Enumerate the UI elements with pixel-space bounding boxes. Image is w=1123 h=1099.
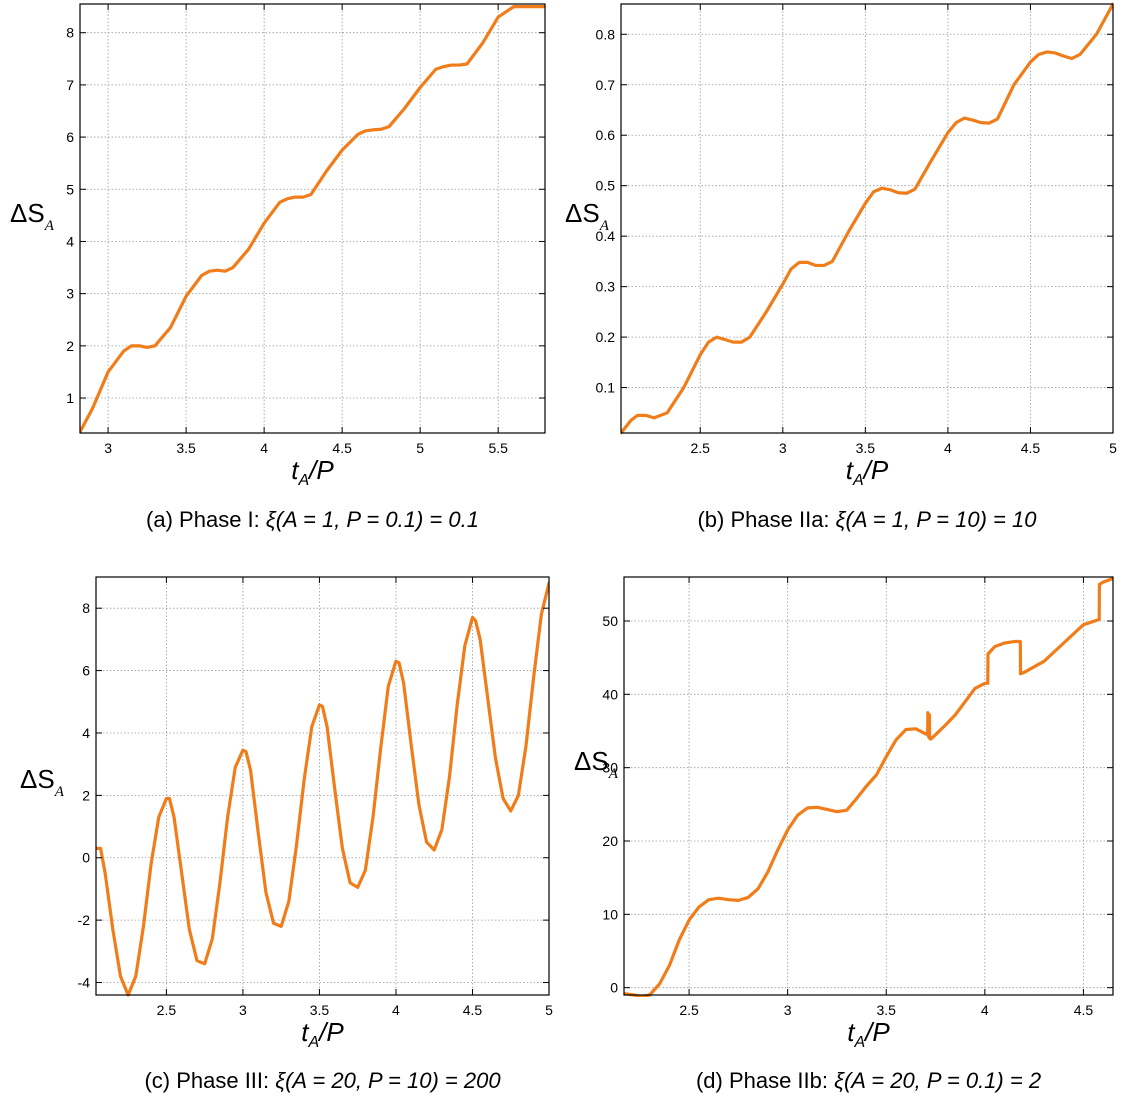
panel-caption: (b) Phase IIa: ξ(A = 1, P = 10) = 10	[697, 507, 1037, 532]
x-tick-label: 4.5	[1021, 440, 1041, 456]
y-tick-label: 6	[66, 129, 74, 145]
plot-area	[80, 4, 545, 433]
x-tick-label: 4	[260, 440, 268, 456]
y-tick-label: 0.3	[596, 279, 616, 295]
x-tick-label: 2.5	[679, 1002, 699, 1018]
x-tick-label: 2.5	[691, 440, 711, 456]
x-tick-label: 4.5	[332, 440, 352, 456]
x-tick-label: 4	[392, 1002, 400, 1018]
x-axis-label: tA/P	[301, 1017, 344, 1051]
x-tick-label: 3	[104, 440, 112, 456]
y-tick-label: 0.1	[596, 380, 616, 396]
x-tick-label: 3	[784, 1002, 792, 1018]
panel-caption: (c) Phase III: ξ(A = 20, P = 10) = 200	[144, 1068, 501, 1093]
x-tick-label: 5.5	[488, 440, 508, 456]
axes-frame	[623, 576, 1114, 996]
panel-caption: (d) Phase IIb: ξ(A = 20, P = 0.1) = 2	[696, 1068, 1041, 1093]
y-tick-label: 6	[82, 663, 90, 679]
y-tick-label: 2	[66, 338, 74, 354]
y-tick-label: 2	[82, 787, 90, 803]
y-tick-label: 4	[66, 233, 74, 249]
series-line	[96, 581, 549, 997]
x-tick-label: 4.5	[463, 1002, 483, 1018]
y-tick-label: 0.8	[596, 26, 616, 42]
axes-frame	[620, 3, 1114, 434]
x-tick-label: 5	[545, 1002, 553, 1018]
y-axis-label: ΔSA	[574, 746, 619, 782]
x-tick-label: 3.5	[176, 440, 196, 456]
y-tick-label: 0.5	[596, 178, 616, 194]
y-tick-label: 50	[602, 613, 618, 629]
y-axis-label: ΔSA	[565, 198, 610, 234]
y-tick-label: 5	[66, 181, 74, 197]
x-tick-label: 4	[981, 1002, 989, 1018]
y-tick-label: 10	[602, 906, 618, 922]
y-tick-label: 4	[82, 725, 90, 741]
x-tick-label: 3.5	[310, 1002, 330, 1018]
plot-area	[621, 4, 1113, 433]
y-tick-label: 3	[66, 286, 74, 302]
series-line	[621, 2, 1113, 435]
x-tick-label: 4	[944, 440, 952, 456]
x-axis-label: tA/P	[846, 455, 889, 489]
x-tick-label: 4.5	[1074, 1002, 1094, 1018]
x-tick-label: 3.5	[877, 1002, 897, 1018]
axes-frame	[95, 576, 550, 996]
y-tick-label: 40	[602, 686, 618, 702]
y-tick-label: 0.4	[596, 228, 616, 244]
panel-b: 2.5 3 3.5 4 4.5 5 0.1 0.2 0.3 0.4 0.5 0.6 0.7 0.8 ΔSA t…	[565, 2, 1117, 532]
axes-frame	[79, 3, 546, 434]
x-axis-label: tA/P	[847, 1017, 890, 1051]
x-tick-label: 3	[239, 1002, 247, 1018]
y-tick-label: 0	[82, 850, 90, 866]
panel-d: 2.5 3 3.5 4 4.5 0 10 20 30 40 50 ΔSA tA/P (d) Phase I…	[574, 576, 1114, 1093]
x-tick-label: 2.5	[157, 1002, 177, 1018]
x-tick-label: 3	[779, 440, 787, 456]
panel-c: 2.5 3 3.5 4 4.5 5 -4 -2 0 2 4 6 8 ΔSA tA/P (c) Phase II…	[20, 576, 553, 1093]
y-axis-label: ΔSA	[10, 198, 55, 234]
series-line	[80, 5, 545, 434]
x-tick-label: 5	[1109, 440, 1117, 456]
y-tick-label: 8	[66, 25, 74, 41]
y-axis-label: ΔSA	[20, 764, 65, 800]
plot-area	[96, 577, 549, 995]
series-line	[624, 576, 1113, 997]
y-tick-label: 1	[66, 390, 74, 406]
x-tick-label: 5	[416, 440, 424, 456]
y-tick-label: 0	[610, 980, 618, 996]
x-axis-label: tA/P	[291, 455, 334, 489]
y-tick-label: 0.6	[596, 127, 616, 143]
y-tick-label: 30	[602, 760, 618, 776]
y-tick-label: 20	[602, 833, 618, 849]
x-tick-label: 3.5	[856, 440, 876, 456]
y-tick-label: -2	[78, 912, 91, 928]
y-tick-label: 0.2	[596, 329, 616, 345]
y-tick-label: 0.7	[596, 77, 616, 93]
y-tick-label: 8	[82, 600, 90, 616]
y-tick-label: -4	[78, 975, 91, 991]
y-tick-label: 7	[66, 77, 74, 93]
panel-caption: (a) Phase I: ξ(A = 1, P = 0.1) = 0.1	[146, 507, 479, 532]
panel-a: 3 3.5 4 4.5 5 5.5 1 2 3 4 5 6 7 8 ΔSA tA/P (a) Phase I: …	[10, 3, 546, 532]
